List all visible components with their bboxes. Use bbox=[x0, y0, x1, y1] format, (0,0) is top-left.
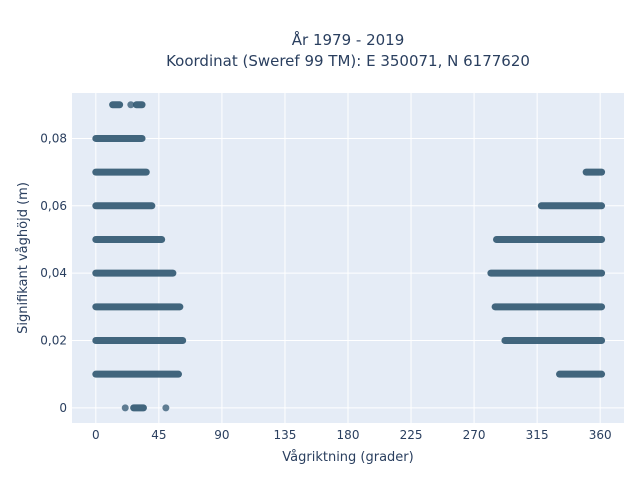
x-gridlines bbox=[95, 93, 601, 423]
x-tick-label: 90 bbox=[214, 428, 229, 442]
data-point bbox=[127, 101, 135, 109]
data-point bbox=[121, 404, 129, 412]
data-points bbox=[92, 101, 606, 412]
y-tick-label: 0,02 bbox=[40, 334, 67, 348]
x-tick-label: 225 bbox=[400, 428, 423, 442]
x-tick-label: 135 bbox=[274, 428, 297, 442]
x-axis-title: Vågriktning (grader) bbox=[282, 450, 413, 465]
x-tick-label: 270 bbox=[463, 428, 486, 442]
x-tick-label: 0 bbox=[92, 428, 100, 442]
x-tick-label: 360 bbox=[589, 428, 612, 442]
x-tick-label: 315 bbox=[526, 428, 549, 442]
y-axis-title: Signifikant våghöjd (m) bbox=[16, 182, 31, 334]
chart-title-line-1: År 1979 - 2019 bbox=[292, 30, 405, 49]
y-tick-label: 0,04 bbox=[40, 266, 67, 280]
x-tick-labels: 0 45 90 135 180 225 270 315 360 bbox=[92, 428, 612, 442]
y-tick-labels: 0 0,02 0,04 0,06 0,08 bbox=[40, 131, 67, 414]
x-tick-label: 45 bbox=[151, 428, 166, 442]
data-point bbox=[162, 404, 170, 412]
y-tick-label: 0,08 bbox=[40, 131, 67, 145]
y-tick-label: 0 bbox=[59, 401, 67, 415]
chart-title-line-2: Koordinat (Sweref 99 TM): E 350071, N 61… bbox=[166, 52, 530, 70]
y-tick-label: 0,06 bbox=[40, 199, 67, 213]
x-tick-label: 180 bbox=[337, 428, 360, 442]
